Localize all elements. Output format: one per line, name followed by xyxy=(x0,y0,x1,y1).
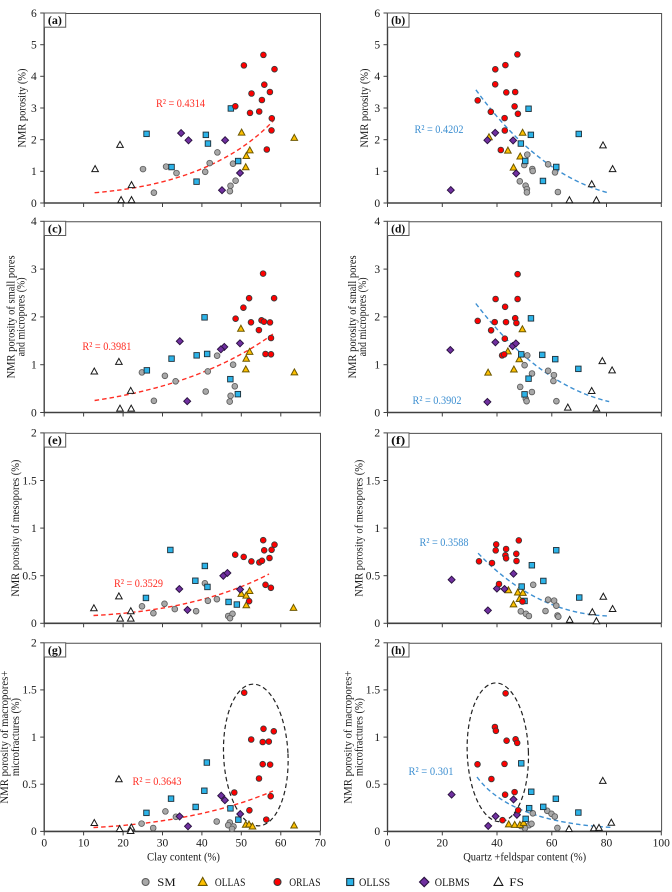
svg-text:NMR porosity of mesopores (%): NMR porosity of mesopores (%) xyxy=(10,459,22,596)
svg-text:FS: FS xyxy=(509,875,524,889)
svg-text:1.5: 1.5 xyxy=(22,475,37,487)
svg-text:0: 0 xyxy=(41,837,47,849)
svg-text:0: 0 xyxy=(374,826,380,838)
svg-text:R² = 0.3529: R² = 0.3529 xyxy=(114,578,163,590)
svg-text:1: 1 xyxy=(374,360,380,372)
svg-text:(d): (d) xyxy=(391,223,405,235)
svg-text:30: 30 xyxy=(157,837,169,849)
svg-text:OLLAS: OLLAS xyxy=(215,875,246,889)
svg-text:3: 3 xyxy=(374,264,380,276)
svg-text:2: 2 xyxy=(374,135,380,147)
svg-text:and micropores (%): and micropores (%) xyxy=(357,277,369,356)
svg-text:0: 0 xyxy=(374,618,380,630)
svg-text:0: 0 xyxy=(374,407,380,419)
svg-text:60: 60 xyxy=(546,837,558,849)
svg-text:(e): (e) xyxy=(48,435,62,447)
svg-text:1: 1 xyxy=(374,732,380,744)
svg-text:6: 6 xyxy=(31,8,37,20)
svg-text:SM: SM xyxy=(157,875,176,889)
svg-text:0.5: 0.5 xyxy=(366,779,381,791)
svg-text:2: 2 xyxy=(374,312,380,324)
svg-text:40: 40 xyxy=(491,837,503,849)
svg-text:microfractures (%): microfractures (%) xyxy=(10,698,22,776)
svg-text:Quartz +feldspar content (%): Quartz +feldspar content (%) xyxy=(463,850,586,864)
svg-text:5: 5 xyxy=(374,40,380,52)
svg-text:OLBMS: OLBMS xyxy=(435,875,470,889)
svg-text:(h): (h) xyxy=(391,645,405,657)
svg-text:1: 1 xyxy=(374,166,380,178)
svg-text:NMR porosity of macropores+: NMR porosity of macropores+ xyxy=(342,671,354,804)
svg-text:0: 0 xyxy=(31,407,37,419)
svg-text:2: 2 xyxy=(374,428,380,440)
svg-text:0: 0 xyxy=(385,837,391,849)
svg-text:20: 20 xyxy=(117,837,129,849)
svg-text:6: 6 xyxy=(374,8,380,20)
svg-text:0.5: 0.5 xyxy=(22,571,37,583)
svg-text:1.5: 1.5 xyxy=(22,685,37,697)
svg-text:R² = 0.301: R² = 0.301 xyxy=(409,766,454,778)
svg-text:1: 1 xyxy=(31,166,37,178)
svg-text:(g): (g) xyxy=(48,645,62,657)
svg-text:3: 3 xyxy=(31,103,37,115)
svg-text:60: 60 xyxy=(275,837,287,849)
svg-text:0: 0 xyxy=(31,826,37,838)
svg-text:OLLSS: OLLSS xyxy=(359,875,390,889)
svg-text:(b): (b) xyxy=(391,15,405,27)
svg-text:1: 1 xyxy=(31,360,37,372)
svg-text:2: 2 xyxy=(31,135,37,147)
svg-text:20: 20 xyxy=(437,837,449,849)
svg-text:10: 10 xyxy=(78,837,90,849)
svg-text:ORLAS: ORLAS xyxy=(289,875,320,889)
svg-text:4: 4 xyxy=(374,216,380,228)
svg-text:0.5: 0.5 xyxy=(22,779,37,791)
svg-text:NMR porosity (%): NMR porosity (%) xyxy=(17,68,29,147)
svg-text:70: 70 xyxy=(314,837,326,849)
svg-text:R² = 0.3981: R² = 0.3981 xyxy=(82,341,131,353)
svg-text:NMR porosity of mesopores (%): NMR porosity of mesopores (%) xyxy=(353,459,365,596)
svg-text:80: 80 xyxy=(601,837,613,849)
svg-text:3: 3 xyxy=(374,103,380,115)
svg-text:R² = 0.3588: R² = 0.3588 xyxy=(420,537,469,549)
svg-text:NMR porosity of macropores+: NMR porosity of macropores+ xyxy=(0,671,11,804)
svg-text:2: 2 xyxy=(31,638,37,650)
svg-text:Clay content (%): Clay content (%) xyxy=(147,850,220,864)
svg-text:100: 100 xyxy=(653,837,671,849)
svg-text:2: 2 xyxy=(31,312,37,324)
svg-text:4: 4 xyxy=(31,216,37,228)
svg-text:(c): (c) xyxy=(48,223,62,235)
svg-text:50: 50 xyxy=(236,837,248,849)
svg-text:R² = 0.3902: R² = 0.3902 xyxy=(413,395,462,407)
svg-text:1.5: 1.5 xyxy=(366,685,381,697)
svg-text:(f): (f) xyxy=(391,435,405,447)
svg-text:1: 1 xyxy=(31,732,37,744)
svg-text:(a): (a) xyxy=(48,15,62,27)
svg-text:NMR porosity of small pores: NMR porosity of small pores xyxy=(347,255,359,378)
svg-text:1: 1 xyxy=(374,523,380,535)
svg-text:microfractures (%): microfractures (%) xyxy=(353,698,365,776)
svg-text:2: 2 xyxy=(31,428,37,440)
svg-text:3: 3 xyxy=(31,264,37,276)
svg-text:and micropores (%): and micropores (%) xyxy=(16,277,28,356)
svg-text:0.5: 0.5 xyxy=(366,571,381,583)
svg-text:R² = 0.4202: R² = 0.4202 xyxy=(415,124,464,136)
svg-text:NMR porosity of small pores: NMR porosity of small pores xyxy=(6,255,18,378)
svg-text:R² = 0.3643: R² = 0.3643 xyxy=(133,776,182,788)
svg-text:4: 4 xyxy=(374,71,380,83)
svg-text:5: 5 xyxy=(31,40,37,52)
svg-text:40: 40 xyxy=(196,837,208,849)
svg-text:4: 4 xyxy=(31,71,37,83)
svg-text:0: 0 xyxy=(374,198,380,210)
svg-text:R² = 0.4314: R² = 0.4314 xyxy=(156,98,205,110)
svg-text:1.5: 1.5 xyxy=(366,475,381,487)
svg-text:NMR porosity (%): NMR porosity (%) xyxy=(359,68,371,147)
svg-text:1: 1 xyxy=(31,523,37,535)
svg-text:0: 0 xyxy=(31,198,37,210)
svg-text:0: 0 xyxy=(31,618,37,630)
svg-text:2: 2 xyxy=(374,638,380,650)
